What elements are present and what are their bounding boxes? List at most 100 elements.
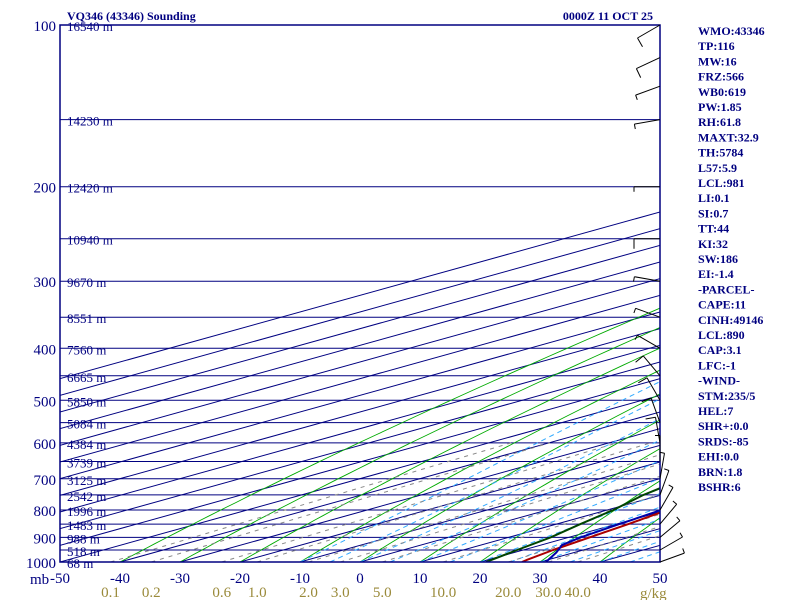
isotherm-line	[60, 211, 660, 380]
stat-line: MAXT:32.9	[698, 130, 759, 144]
height-label: 7560 m	[67, 342, 106, 357]
pressure-tick-label: 600	[34, 437, 57, 453]
parcel-line	[545, 509, 660, 562]
temperature-tick-label: -30	[170, 571, 190, 587]
wind-barb-half	[634, 335, 638, 340]
stat-line: MW:16	[698, 54, 737, 68]
wind-barb	[659, 516, 681, 538]
temperature-tick-label: 10	[413, 571, 428, 587]
dry-adiabat-line	[179, 326, 660, 562]
wind-barb-staff	[635, 85, 661, 96]
stat-line: -WIND-	[698, 374, 740, 388]
isotherm-line	[60, 361, 660, 530]
stat-line: LFC:-1	[698, 358, 736, 372]
dry-adiabat-line	[359, 393, 660, 562]
height-label: 8551 m	[67, 311, 106, 326]
wind-barb-half	[633, 276, 635, 282]
stat-line: RH:61.8	[698, 115, 741, 129]
pressure-tick-label: 200	[34, 181, 57, 197]
dry-adiabat-line	[419, 419, 660, 562]
wind-layer	[633, 24, 685, 563]
dry-adiabat-line	[239, 347, 660, 562]
wind-barb-half	[633, 124, 636, 130]
dewpoint-line	[485, 487, 660, 562]
chart-timestamp: 0000Z 11 OCT 25	[563, 9, 653, 23]
wind-barb	[659, 548, 685, 563]
stat-line: BRN:1.8	[698, 465, 742, 479]
stat-line: KI:32	[698, 237, 728, 251]
wind-barb	[633, 276, 661, 282]
isotherm-line	[179, 428, 660, 562]
stat-line: LCL:981	[698, 176, 745, 190]
temperature-tick-label: 40	[593, 571, 608, 587]
temperature-tick-label: 50	[653, 571, 668, 587]
height-label: 1483 m	[67, 518, 106, 533]
mixing-ratio-line	[382, 475, 660, 562]
temperature-tick-label: -10	[290, 571, 310, 587]
stat-line: CAPE:11	[698, 298, 746, 312]
stat-line: SRDS:-85	[698, 434, 749, 448]
mixing-ratio-tick-label: 3.0	[331, 585, 350, 600]
wind-barb-half	[664, 468, 670, 471]
wind-barb-staff	[637, 334, 661, 349]
height-label: 4384 m	[67, 437, 106, 452]
wind-barb-half	[679, 532, 683, 538]
wind-barb-staff	[655, 417, 661, 443]
height-label: 9670 m	[67, 275, 106, 290]
wind-barb-flag	[635, 355, 644, 363]
wind-barb	[633, 186, 660, 192]
mixing-ratio-tick-label: 20.0	[495, 585, 521, 600]
wind-barb	[635, 85, 661, 100]
wind-barb-staff	[646, 377, 661, 401]
pressure-tick-label: 900	[34, 531, 57, 547]
plot-frame	[59, 24, 661, 563]
mixing-ratio-unit-label: g/kg	[640, 586, 667, 600]
isotherm-line	[60, 344, 660, 513]
wind-barb-flag	[638, 377, 648, 384]
mixing-ratio-tick-label: 2.0	[299, 585, 318, 600]
mixing-ratio-line	[442, 493, 660, 562]
stat-line: LCL:890	[698, 328, 745, 342]
wind-barb-flag	[641, 397, 652, 403]
stat-line: STM:235/5	[698, 389, 755, 403]
moist-adiabat-line	[389, 439, 660, 562]
isotherm-line	[299, 461, 660, 562]
pressure-tick-label: 100	[34, 19, 57, 35]
mixing-ratio-line	[257, 442, 651, 562]
dry-adiabat-line	[539, 480, 660, 562]
stat-line: TT:44	[698, 222, 729, 236]
height-label: 3739 m	[67, 456, 106, 471]
height-label: 68 m	[67, 556, 93, 571]
wind-barb-half	[676, 516, 681, 522]
temperature-tick-label: -40	[110, 571, 130, 587]
mixing-ratio-tick-label: 0.6	[212, 585, 231, 600]
wind-barb	[633, 307, 661, 318]
stat-line: CAP:3.1	[698, 343, 742, 357]
isotherm-line	[60, 378, 660, 546]
wind-barb	[659, 451, 665, 479]
stat-line: HEL:7	[698, 404, 733, 418]
mixing-ratio-line	[110, 442, 512, 562]
dry-adiabat-line	[119, 307, 660, 562]
pressure-tick-label: 1000	[26, 556, 56, 572]
wind-barb	[635, 355, 661, 377]
wind-barb-staff	[637, 24, 661, 39]
pressure-tick-label: 800	[34, 504, 57, 520]
wind-barb-staff	[659, 487, 674, 511]
stat-line: PW:1.85	[698, 100, 742, 114]
stat-line: LI:0.1	[698, 191, 730, 205]
isotherm-line	[60, 311, 660, 480]
height-label: 988 m	[67, 531, 100, 546]
temperature-tick-label: -50	[50, 571, 70, 587]
wind-barb	[655, 435, 661, 462]
wind-barb-flag	[645, 416, 656, 420]
mixing-ratio-tick-label: 5.0	[373, 585, 392, 600]
stat-line: TP:116	[698, 39, 735, 53]
wind-barb	[634, 334, 661, 349]
mixing-ratio-line	[151, 442, 551, 562]
mixing-ratio-line	[221, 442, 618, 562]
mixing-ratio-tick-label: 10.0	[430, 585, 456, 600]
pressure-tick-label: 300	[34, 275, 57, 291]
wind-barb-staff	[634, 119, 661, 125]
